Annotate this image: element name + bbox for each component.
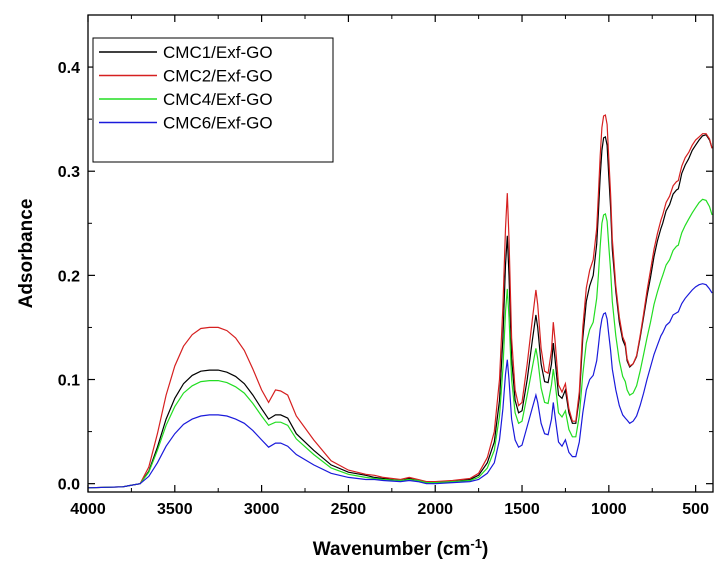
y-tick-label: 0.2 (58, 268, 80, 285)
axis-ticks: 4000 3500 3000 2500 2000 1500 1000 500 0.0 0.1 0.2… (58, 14, 713, 518)
plot-lines (87, 114, 713, 489)
x-axis-title-close: ) (482, 539, 488, 560)
legend-label-3: CMC4/Exf-GO (163, 90, 273, 109)
y-tick-label: 0.0 (58, 477, 80, 494)
x-tick-label: 3500 (157, 501, 193, 518)
legend: CMC1/Exf-GO CMC2/Exf-GO CMC4/Exf-GO CMC6/Ex… (92, 37, 334, 163)
legend-label-4: CMC6/Exf-GO (163, 114, 273, 133)
series-line-4 (87, 283, 713, 489)
legend-label-2: CMC2/Exf-GO (163, 67, 273, 86)
y-tick-label: 0.4 (58, 60, 80, 77)
x-axis-title: Wavenumber (cm-1) (313, 536, 489, 561)
x-tick-label: 500 (682, 501, 709, 518)
x-tick-label: 2000 (417, 501, 453, 518)
x-tick-label: 2500 (331, 501, 367, 518)
y-tick-label: 0.1 (58, 373, 80, 390)
plot-frame (87, 14, 714, 493)
legend-box (92, 37, 334, 163)
y-tick-label: 0.3 (58, 164, 80, 181)
x-tick-label: 4000 (70, 501, 106, 518)
x-tick-label: 1000 (591, 501, 627, 518)
series-line-3 (87, 198, 713, 489)
y-axis-title: Adsorbance (16, 199, 37, 309)
x-axis-title-main: Wavenumber (cm (313, 539, 471, 560)
x-tick-label: 1500 (504, 501, 540, 518)
x-tick-label: 3000 (244, 501, 280, 518)
series-line-1 (87, 134, 713, 489)
series-line-2 (87, 114, 713, 489)
x-axis-title-superscript: -1 (470, 536, 482, 551)
legend-label-1: CMC1/Exf-GO (163, 43, 273, 62)
